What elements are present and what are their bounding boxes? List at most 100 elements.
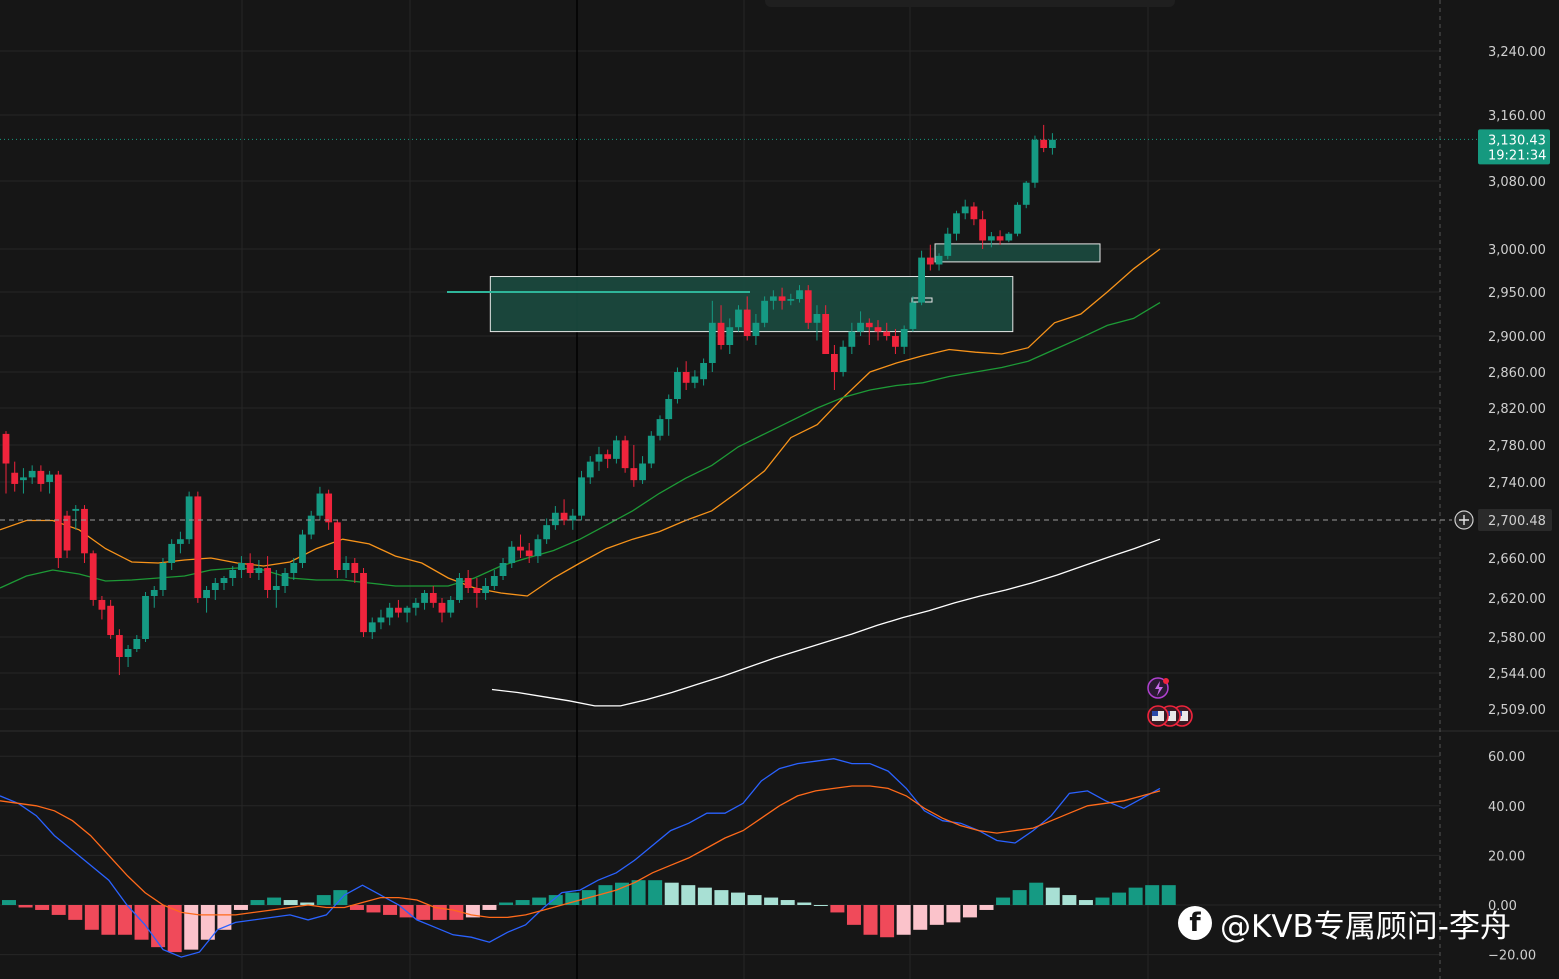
macd-axis-label-2: 20.00 [1488, 849, 1525, 864]
macd-bar-17 [283, 900, 298, 905]
macd-bar-18 [300, 902, 315, 905]
candle-body-66 [578, 477, 585, 516]
candle-body-24 [211, 583, 219, 590]
last-price-tag [1478, 129, 1550, 165]
candle-body-47 [412, 602, 420, 608]
candle-body-89 [778, 296, 786, 301]
macd-bar-37 [615, 882, 630, 905]
candle-body-1 [11, 472, 19, 484]
price-axis-label-5: 2,900.00 [1488, 330, 1546, 345]
candle-body-42 [368, 622, 376, 633]
candle-body-79 [691, 376, 699, 383]
candle-body-72 [630, 468, 638, 481]
candle-body-100 [874, 327, 882, 332]
candle-body-64 [560, 512, 568, 521]
candle-body-80 [700, 363, 707, 380]
macd-bar-15 [250, 900, 265, 905]
macd-bar-29 [482, 905, 497, 910]
candle-body-36 [316, 493, 324, 516]
macd-bar-9 [151, 905, 166, 948]
price-axis-label-12: 2,580.00 [1488, 631, 1546, 646]
candle-body-18 [159, 563, 167, 590]
candle-body-113 [987, 236, 995, 241]
candle-body-11 [98, 599, 106, 610]
macd-bar-42 [697, 887, 712, 905]
candle-body-83 [726, 327, 734, 345]
macd-bar-60 [996, 897, 1011, 905]
price-axis-label-2: 3,080.00 [1488, 175, 1546, 190]
macd-bar-47 [780, 900, 795, 905]
candle-body-86 [752, 322, 760, 336]
candle-body-31 [272, 586, 280, 590]
candle-body-108 [944, 233, 952, 256]
macd-bar-27 [449, 905, 464, 920]
candle-body-116 [1014, 204, 1021, 234]
macd-bar-7 [117, 905, 132, 935]
price-axis-label-8: 2,780.00 [1488, 439, 1546, 454]
macd-bar-12 [200, 905, 215, 940]
price-axis-label-6: 2,860.00 [1488, 366, 1546, 381]
candle-body-114 [996, 236, 1004, 241]
macd-bar-52 [863, 905, 878, 935]
macd-bar-70 [1161, 885, 1176, 905]
candle-body-57 [499, 563, 507, 576]
macd-bar-43 [714, 890, 729, 905]
candle-body-20 [177, 539, 184, 544]
candle-body-65 [569, 515, 577, 521]
macd-bar-31 [515, 900, 530, 905]
candle-body-45 [395, 607, 402, 613]
macd-bar-61 [1012, 890, 1027, 905]
candle-body-107 [935, 255, 943, 265]
candle-body-34 [299, 534, 306, 563]
candle-body-63 [551, 512, 559, 526]
candle-body-19 [168, 543, 176, 563]
candle-body-97 [848, 331, 856, 347]
candle-body-6 [54, 474, 62, 558]
macd-bar-33 [548, 895, 563, 905]
candle-body-117 [1022, 182, 1030, 205]
macd-bar-36 [598, 885, 613, 905]
macd-bar-11 [184, 905, 199, 950]
macd-bar-39 [648, 880, 663, 905]
candle-body-28 [246, 563, 254, 573]
candle-body-23 [203, 590, 210, 598]
candle-body-27 [238, 563, 245, 570]
macd-bar-65 [1078, 900, 1093, 905]
notification-dot [1163, 678, 1169, 684]
macd-bar-46 [764, 897, 779, 905]
candle-body-77 [674, 372, 681, 399]
macd-bar-25 [416, 905, 431, 920]
price-axis-label-1: 3,160.00 [1488, 109, 1546, 124]
macd-bar-56 [929, 905, 944, 925]
candle-body-46 [403, 607, 411, 613]
candle-body-39 [342, 563, 350, 570]
candle-body-70 [613, 440, 620, 459]
macd-bar-34 [565, 892, 580, 905]
candle-body-8 [72, 508, 80, 511]
candle-body-33 [290, 563, 298, 573]
macd-bar-48 [797, 902, 812, 905]
candle-body-88 [769, 296, 777, 301]
candle-body-90 [787, 299, 795, 301]
candle-body-55 [482, 586, 489, 593]
candle-body-15 [133, 639, 141, 649]
macd-bar-53 [880, 905, 895, 938]
moving-average-line-0 [0, 248, 1161, 597]
candle-body-30 [264, 568, 271, 590]
candle-body-112 [979, 219, 987, 241]
candle-body-68 [595, 454, 603, 462]
candle-body-5 [46, 474, 53, 482]
candle-body-69 [604, 454, 612, 459]
candle-body-37 [325, 493, 333, 523]
macd-bar-10 [167, 905, 182, 953]
macd-bar-38 [631, 880, 646, 905]
macd-bar-4 [68, 905, 83, 920]
candle-body-41 [360, 573, 367, 633]
macd-bar-63 [1045, 887, 1060, 905]
price-axis-label-3: 3,000.00 [1488, 243, 1546, 258]
candle-body-25 [220, 578, 228, 583]
price-axis-label-9: 2,740.00 [1488, 476, 1546, 491]
macd-axis-label-0: 60.00 [1488, 750, 1525, 765]
